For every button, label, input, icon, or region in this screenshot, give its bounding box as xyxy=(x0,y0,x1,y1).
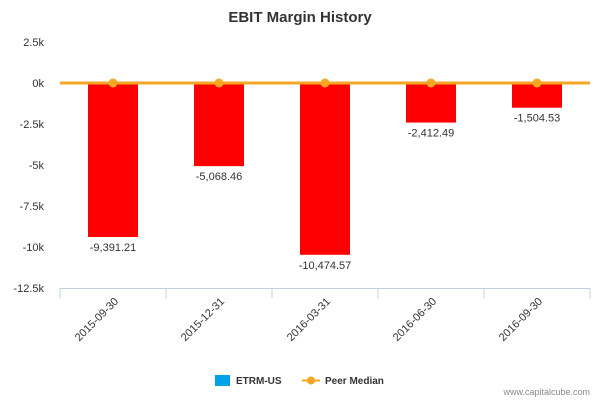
y-axis: 2.5k 0k -2.5k -5k -7.5k -10k -12.5k xyxy=(13,37,44,295)
legend-label-peer: Peer Median xyxy=(325,376,384,387)
peer-median-point xyxy=(532,78,542,88)
bar-data-labels: -9,391.21 -5,068.46 -10,474.57 -2,412.49 -1,… xyxy=(90,113,560,272)
x-tick-label: 2016-03-31 xyxy=(285,296,333,344)
y-tick-label: -12.5k xyxy=(13,283,44,295)
y-tick-label: -2.5k xyxy=(20,119,45,131)
x-tick-label: 2016-06-30 xyxy=(391,296,439,344)
bar-value-label: -1,504.53 xyxy=(514,113,560,125)
peer-median-point xyxy=(108,78,118,88)
bar xyxy=(88,83,138,238)
chart-title: EBIT Margin History xyxy=(228,9,372,26)
y-tick-label: -10k xyxy=(23,242,45,254)
bar-value-label: -2,412.49 xyxy=(408,128,454,140)
y-tick-label: 0k xyxy=(32,78,44,90)
peer-median-series xyxy=(60,78,590,88)
legend-label-etrm: ETRM-US xyxy=(236,376,282,387)
x-tick-label: 2016-09-30 xyxy=(497,296,545,344)
bar xyxy=(194,83,244,167)
y-tick-label: 2.5k xyxy=(23,37,44,49)
credit-text: www.capitalcube.com xyxy=(502,387,590,397)
bar-value-label: -5,068.46 xyxy=(196,171,242,183)
bar-value-label: -9,391.21 xyxy=(90,242,136,254)
legend-swatch-etrm xyxy=(215,375,230,386)
peer-median-point xyxy=(426,78,436,88)
y-tick-label: -7.5k xyxy=(20,201,45,213)
x-axis: 2015-09-30 2015-12-31 2016-03-31 2016-06-30… xyxy=(59,288,591,344)
bar xyxy=(406,83,456,123)
bar-value-label: -10,474.57 xyxy=(299,260,352,272)
peer-median-point xyxy=(214,78,224,88)
peer-median-point xyxy=(320,78,330,88)
bar xyxy=(300,83,350,255)
legend-marker-peer xyxy=(307,376,315,385)
x-tick-label: 2015-12-31 xyxy=(179,296,227,344)
legend: ETRM-US Peer Median xyxy=(215,375,384,387)
y-tick-label: -5k xyxy=(29,160,45,172)
x-tick-label: 2015-09-30 xyxy=(73,296,121,344)
bar-series xyxy=(88,83,562,255)
